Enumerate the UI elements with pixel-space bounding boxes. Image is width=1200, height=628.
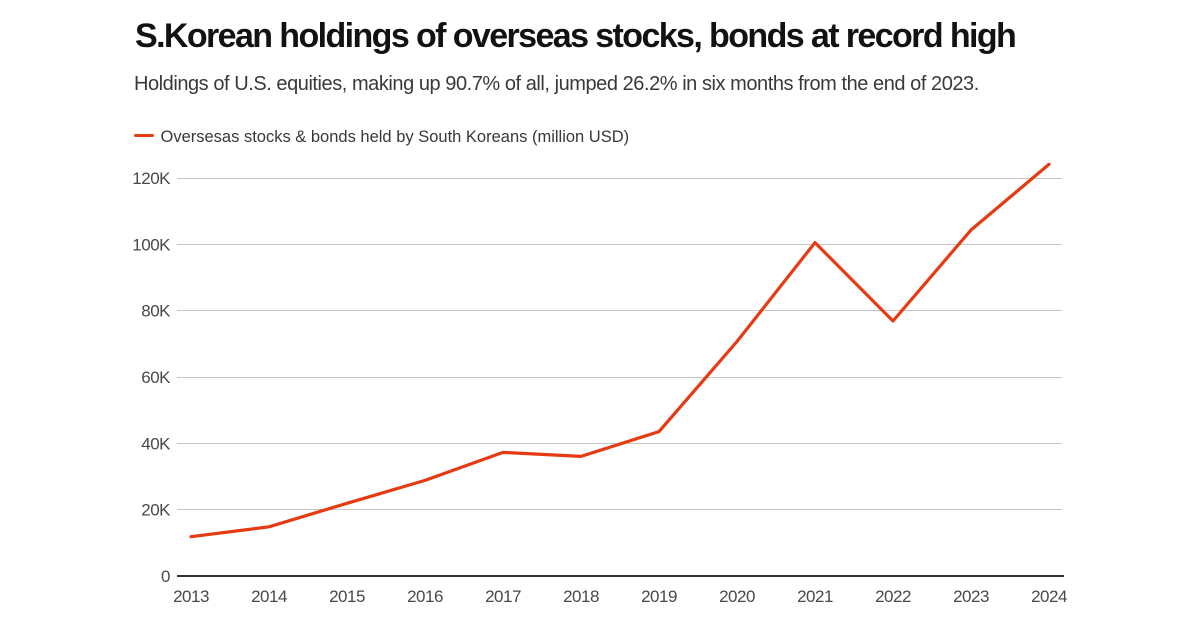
svg-text:40K: 40K <box>141 434 171 453</box>
svg-text:2013: 2013 <box>173 587 209 606</box>
svg-text:60K: 60K <box>141 368 171 387</box>
svg-text:2016: 2016 <box>407 587 443 606</box>
svg-text:2020: 2020 <box>719 587 755 606</box>
svg-text:2024: 2024 <box>1031 587 1067 606</box>
svg-text:2017: 2017 <box>485 587 521 606</box>
svg-text:2019: 2019 <box>641 587 677 606</box>
svg-text:120K: 120K <box>132 169 171 188</box>
svg-text:2023: 2023 <box>953 587 989 606</box>
svg-text:100K: 100K <box>132 235 171 254</box>
svg-text:2021: 2021 <box>797 587 833 606</box>
svg-text:20K: 20K <box>141 501 171 520</box>
svg-text:2018: 2018 <box>563 587 599 606</box>
svg-text:0: 0 <box>161 567 170 586</box>
svg-text:2022: 2022 <box>875 587 911 606</box>
svg-text:2015: 2015 <box>329 587 365 606</box>
svg-text:80K: 80K <box>141 302 171 321</box>
svg-text:2014: 2014 <box>251 587 287 606</box>
